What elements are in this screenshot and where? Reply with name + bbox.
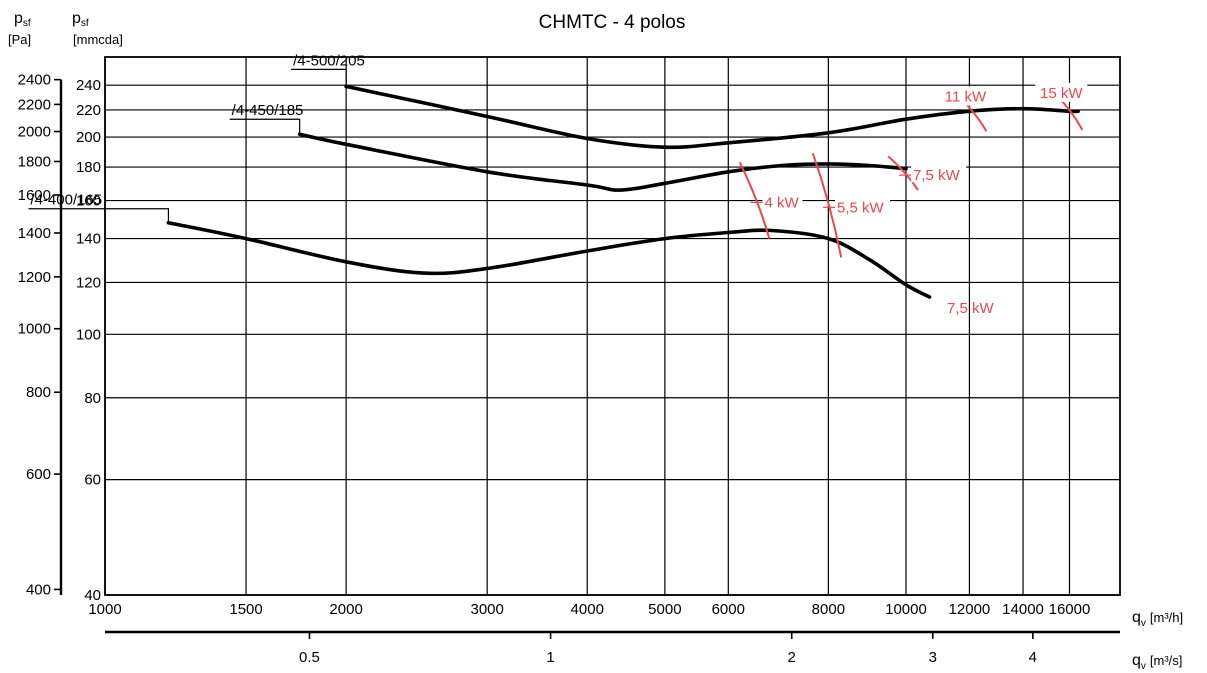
x-axis-ticks: 1000 1500 2000 3000 4000 5000 6000 8000 10000 120… xyxy=(88,601,1183,629)
y-tick-label-pa: 800 xyxy=(26,384,51,401)
y-tick-label-pa: 400 xyxy=(26,581,51,598)
series-label: /4-400/165 xyxy=(30,192,102,209)
x2-tick-label: 2 xyxy=(788,649,796,666)
series-leader xyxy=(28,208,170,223)
y-axis-mmcda-label-main: p xyxy=(72,10,81,27)
motor-label-bg xyxy=(939,86,992,106)
motor-mark-line xyxy=(738,161,771,239)
motor-label: 4 kW xyxy=(764,194,799,211)
x2-axis-label: qv [m³/s] xyxy=(1132,652,1182,672)
y-tick-label-pa: 1200 xyxy=(18,269,51,286)
y-tick-label-mmcda: 60 xyxy=(84,472,101,489)
y-axis-pa-label: psf [Pa] xyxy=(8,10,31,47)
y-axis-mmcda-label: psf [mmcda] xyxy=(72,10,123,47)
motor-label-bg xyxy=(834,196,890,215)
x2-tick-label: 3 xyxy=(929,649,937,666)
x-tick-label: 1500 xyxy=(229,601,262,618)
y-tick-label-mmcda: 140 xyxy=(76,231,101,248)
y-axis-mmcda-label-sub: sf xyxy=(81,18,89,29)
series-line xyxy=(344,84,1080,150)
svg-text:psf: psf xyxy=(72,10,89,29)
y-tick-label-mmcda: 100 xyxy=(76,326,101,343)
x-axis-label-main: q xyxy=(1132,609,1141,626)
y-tick-label-mmcda: 180 xyxy=(76,159,101,176)
x2-axis-label-sub: v xyxy=(1141,661,1146,672)
x2-axis-unit: [m³/s] xyxy=(1150,653,1183,668)
x-axis-label: qv [m³/h] xyxy=(1132,609,1183,629)
series-leader xyxy=(229,118,301,135)
x-tick-label: 10000 xyxy=(885,601,927,618)
plot-frame xyxy=(104,56,1121,596)
x-tick-label: 3000 xyxy=(470,601,503,618)
y-tick-label-mmcda: 40 xyxy=(84,587,101,604)
motor-mark-line xyxy=(811,152,843,258)
x2-tick-label: 4 xyxy=(1029,649,1037,666)
y-tick-label-mmcda: 240 xyxy=(76,77,101,94)
y-tick-label-pa: 1800 xyxy=(18,153,51,170)
plot-layer: 40 60 80 100 120 140 160 180 200 220 240 400 600 800 1… xyxy=(18,52,1184,672)
grid xyxy=(104,56,1121,596)
motor-label: 15 kW xyxy=(1040,85,1083,102)
y-tick-label-pa: 1400 xyxy=(18,225,51,242)
series-leader xyxy=(291,68,347,87)
x-tick-label: 6000 xyxy=(712,601,745,618)
series-line xyxy=(166,220,932,299)
x2-tick-label: 1 xyxy=(546,649,554,666)
series-line xyxy=(297,132,908,192)
x-tick-label: 8000 xyxy=(812,601,845,618)
y-tick-label-pa: 1600 xyxy=(18,187,51,204)
y-tick-label-pa: 600 xyxy=(26,466,51,483)
x-tick-label: 16000 xyxy=(1049,601,1091,618)
motor-label: 5,5 kW xyxy=(837,199,885,216)
x-axis-label-sub: v xyxy=(1141,618,1146,629)
y-tick-label-pa: 2200 xyxy=(18,96,51,113)
motor-label: 11 kW xyxy=(945,89,987,106)
series-curves: /4-400/165/4-450/185/4-500/205 xyxy=(28,52,1080,299)
x2-axis-label-main: q xyxy=(1132,652,1141,669)
y-tick-label-mmcda: 200 xyxy=(76,129,101,146)
motor-label: 7,5 kW xyxy=(947,300,995,317)
series-label: /4-500/205 xyxy=(293,52,365,69)
y-axis-mmcda-ticks: 40 60 80 100 120 140 160 180 200 220 240 xyxy=(76,77,101,604)
y-axis-mmcda-unit: [mmcda] xyxy=(73,32,123,47)
x-tick-label: 4000 xyxy=(571,601,604,618)
svg-text:psf: psf xyxy=(14,10,31,29)
y-axis-pa-ticks: 400 600 800 1000 1200 1400 1600 1800 2000 2200 240… xyxy=(18,72,63,598)
y-axis-pa-unit: [Pa] xyxy=(8,32,31,47)
chart-title: CHMTC - 4 polos xyxy=(539,12,686,33)
x-axis-unit: [m³/h] xyxy=(1150,610,1183,625)
motor-label-bg xyxy=(762,191,803,210)
x-tick-label: 1000 xyxy=(88,601,121,618)
x2-axis: 0.5 1 2 3 4 qv [m³/s] xyxy=(105,630,1182,672)
y-tick-label-mmcda: 120 xyxy=(76,274,101,291)
y-tick-label-mmcda: 80 xyxy=(84,390,101,407)
motor-label-bg xyxy=(1035,82,1088,102)
y-axis-pa-label-main: p xyxy=(14,10,23,27)
x-tick-label: 12000 xyxy=(949,601,991,618)
motor-label-bg xyxy=(911,164,967,183)
y-tick-label-mmcda: 220 xyxy=(76,102,101,119)
y-tick-label-pa: 1000 xyxy=(18,321,51,338)
y-tick-label-pa: 2400 xyxy=(18,72,51,89)
motor-mark-line xyxy=(887,155,919,191)
motor-marks: 4 kW 5,5 kW 7,5 kW 11 kW 15 kW 7,5 kW xyxy=(738,82,1088,317)
x-tick-label: 2000 xyxy=(329,601,362,618)
motor-label: 7,5 kW xyxy=(913,167,961,184)
y-tick-label-mmcda: 160 xyxy=(76,193,101,210)
x-tick-label: 5000 xyxy=(648,601,681,618)
x2-tick-label: 0.5 xyxy=(299,649,320,666)
series-label: /4-450/185 xyxy=(232,102,304,119)
y-tick-label-pa: 2000 xyxy=(18,124,51,141)
x-tick-label: 14000 xyxy=(1002,601,1044,618)
y-axis-pa-label-sub: sf xyxy=(23,18,31,29)
